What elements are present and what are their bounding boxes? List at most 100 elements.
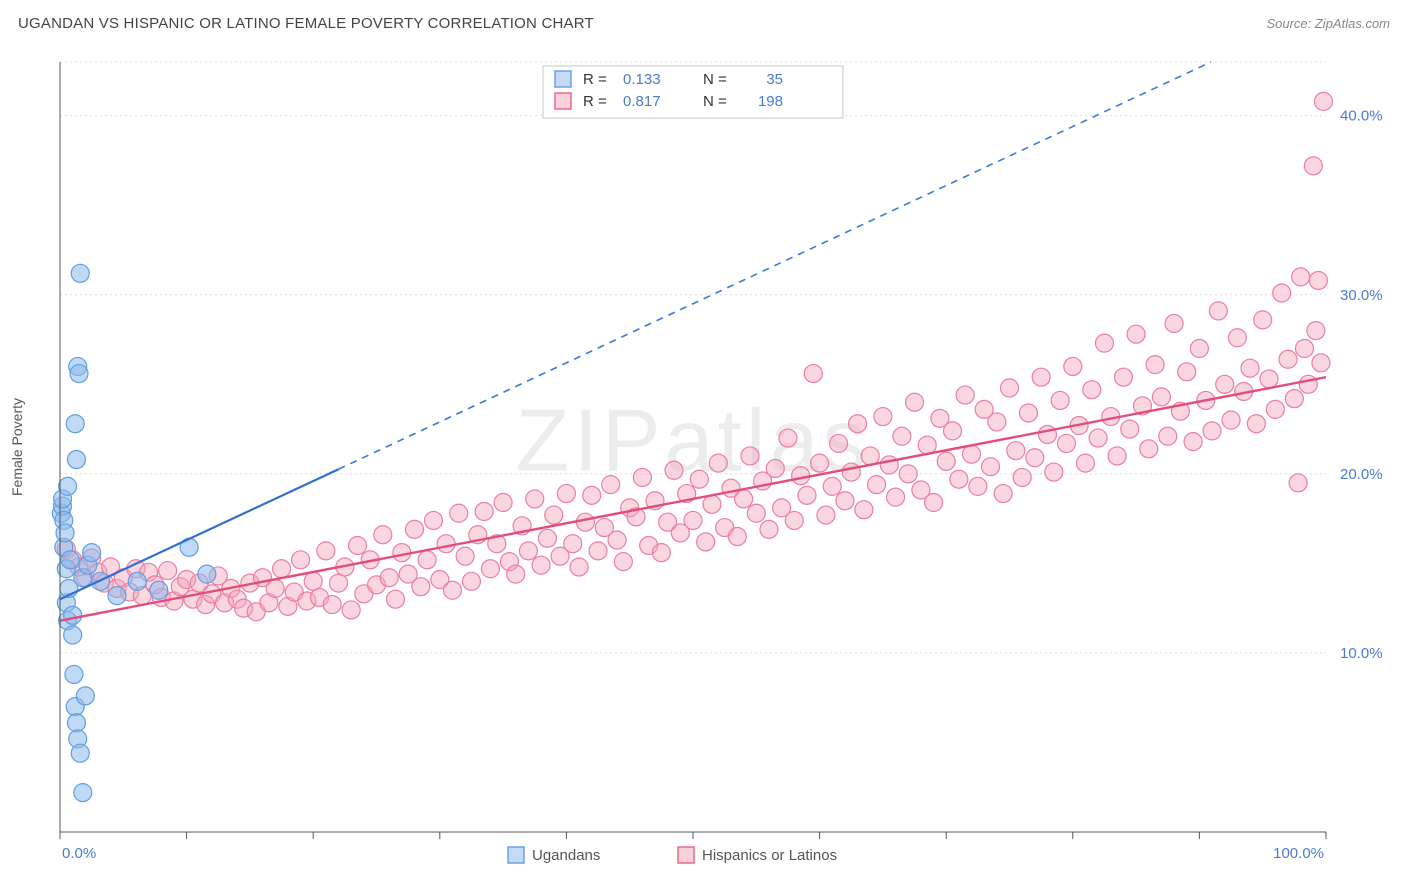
point (982, 458, 1000, 476)
point (785, 511, 803, 529)
point (374, 526, 392, 544)
point (779, 429, 797, 447)
point (608, 531, 626, 549)
point (1152, 388, 1170, 406)
x-axis-label: 100.0% (1273, 845, 1324, 862)
point (71, 744, 89, 762)
point (67, 714, 85, 732)
legend-r-label: R = (583, 71, 607, 88)
point (71, 264, 89, 282)
legend-n-value: 35 (766, 71, 783, 88)
point (1209, 302, 1227, 320)
point (56, 524, 74, 542)
point (602, 476, 620, 494)
point (570, 558, 588, 576)
point (1038, 425, 1056, 443)
point (652, 544, 670, 562)
point (74, 784, 92, 802)
point (65, 665, 83, 683)
point (418, 551, 436, 569)
point (538, 529, 556, 547)
point (665, 461, 683, 479)
point (906, 393, 924, 411)
point (747, 504, 765, 522)
y-axis-title: Female Poverty (9, 398, 25, 496)
point (868, 476, 886, 494)
point (462, 572, 480, 590)
point (1051, 391, 1069, 409)
point (83, 544, 101, 562)
point (1260, 370, 1278, 388)
point (1140, 440, 1158, 458)
point (1083, 381, 1101, 399)
bottom-legend-label: Ugandans (532, 847, 600, 864)
point (804, 365, 822, 383)
point (1032, 368, 1050, 386)
chart-svg: ZIPatlas0.0%100.0%10.0%20.0%30.0%40.0%Fe… (0, 46, 1406, 892)
point (988, 413, 1006, 431)
point (703, 495, 721, 513)
point (1299, 375, 1317, 393)
point (887, 488, 905, 506)
legend-r-value: 0.133 (623, 71, 661, 88)
point (1114, 368, 1132, 386)
point (842, 463, 860, 481)
point (1076, 454, 1094, 472)
point (969, 477, 987, 495)
point (760, 520, 778, 538)
point (475, 502, 493, 520)
y-axis-label: 30.0% (1340, 287, 1383, 304)
point (323, 596, 341, 614)
point (1045, 463, 1063, 481)
source-label: Source: ZipAtlas.com (1266, 16, 1390, 31)
point (1289, 474, 1307, 492)
point (1266, 400, 1284, 418)
point (380, 569, 398, 587)
bottom-legend-label: Hispanics or Latinos (702, 847, 837, 864)
point (1013, 468, 1031, 486)
point (1001, 379, 1019, 397)
point (64, 626, 82, 644)
point (963, 445, 981, 463)
y-axis-label: 20.0% (1340, 466, 1383, 483)
point (855, 501, 873, 519)
point (633, 468, 651, 486)
point (589, 542, 607, 560)
point (66, 415, 84, 433)
point (564, 535, 582, 553)
point (937, 452, 955, 470)
point (330, 574, 348, 592)
point (59, 477, 77, 495)
point (741, 447, 759, 465)
point (1019, 404, 1037, 422)
point (697, 533, 715, 551)
bottom-legend-swatch (508, 847, 524, 863)
point (532, 556, 550, 574)
point (798, 486, 816, 504)
point (405, 520, 423, 538)
point (1057, 434, 1075, 452)
point (899, 465, 917, 483)
point (1312, 354, 1330, 372)
point (70, 365, 88, 383)
point (1228, 329, 1246, 347)
point (1292, 268, 1310, 286)
point (994, 485, 1012, 503)
point (1007, 442, 1025, 460)
point (893, 427, 911, 445)
point (1279, 350, 1297, 368)
point (1314, 92, 1332, 110)
point (342, 601, 360, 619)
point (684, 511, 702, 529)
point (925, 494, 943, 512)
point (1273, 284, 1291, 302)
point (950, 470, 968, 488)
point (849, 415, 867, 433)
point (1064, 357, 1082, 375)
y-axis-label: 40.0% (1340, 108, 1383, 125)
y-axis-label: 10.0% (1340, 645, 1383, 662)
point (412, 578, 430, 596)
point (108, 587, 126, 605)
point (1159, 427, 1177, 445)
legend-swatch (555, 71, 571, 87)
